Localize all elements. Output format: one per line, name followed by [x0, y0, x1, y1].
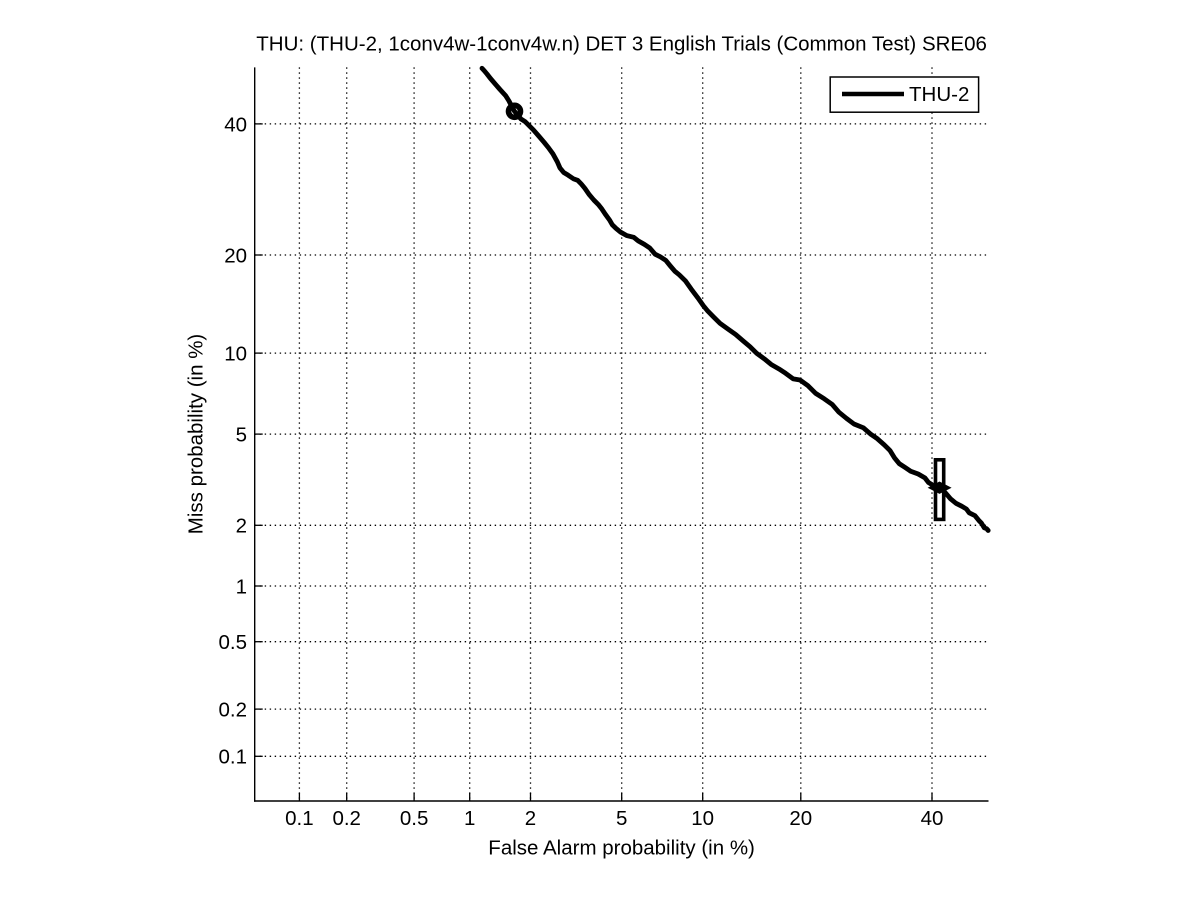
svg-text:5: 5 — [236, 424, 247, 447]
svg-text:Miss probability (in %): Miss probability (in %) — [185, 334, 208, 535]
svg-text:0.2: 0.2 — [332, 807, 361, 830]
svg-text:2: 2 — [236, 515, 247, 538]
svg-text:0.1: 0.1 — [219, 746, 248, 769]
svg-text:40: 40 — [224, 113, 247, 136]
svg-text:0.5: 0.5 — [219, 631, 248, 654]
svg-text:20: 20 — [789, 807, 812, 830]
svg-text:0.1: 0.1 — [285, 807, 314, 830]
svg-text:THU: (THU-2, 1conv4w-1conv4w.n: THU: (THU-2, 1conv4w-1conv4w.n) DET 3 En… — [256, 32, 987, 55]
svg-text:5: 5 — [616, 807, 627, 830]
svg-text:40: 40 — [921, 807, 944, 830]
svg-text:THU-2: THU-2 — [909, 83, 969, 106]
svg-text:1: 1 — [236, 575, 247, 598]
svg-text:10: 10 — [691, 807, 714, 830]
svg-text:0.5: 0.5 — [400, 807, 429, 830]
svg-text:1: 1 — [464, 807, 475, 830]
svg-text:2: 2 — [525, 807, 536, 830]
svg-text:0.2: 0.2 — [219, 699, 248, 722]
svg-text:False Alarm probability (in %): False Alarm probability (in %) — [488, 836, 755, 859]
svg-text:20: 20 — [224, 244, 247, 267]
svg-text:10: 10 — [224, 343, 247, 366]
